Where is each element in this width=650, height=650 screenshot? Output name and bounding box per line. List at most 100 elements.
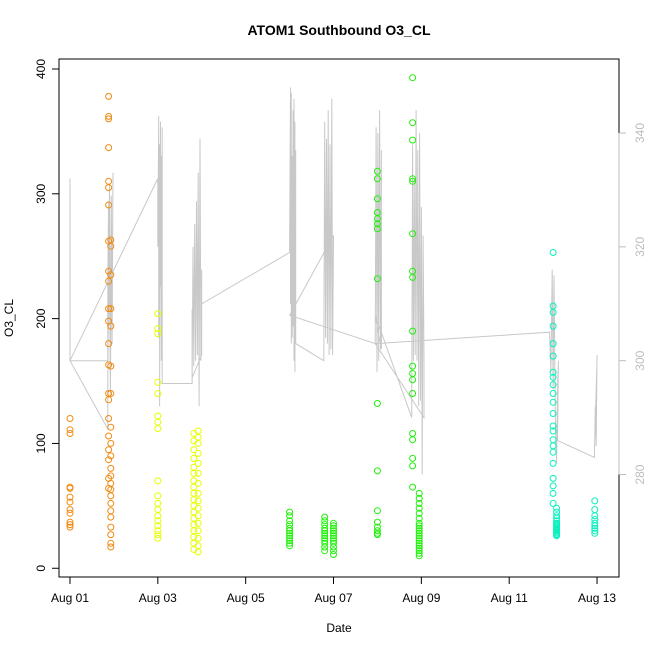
- data-point: [549, 302, 557, 310]
- data-point: [591, 506, 599, 514]
- x-tick-label: Aug 13: [578, 591, 616, 605]
- data-point: [373, 175, 381, 183]
- data-point: [373, 518, 381, 526]
- data-point: [194, 449, 202, 457]
- data-point: [154, 534, 162, 542]
- data-point: [415, 544, 423, 552]
- data-point: [373, 467, 381, 475]
- data-point: [373, 527, 381, 535]
- line-series: [69, 87, 598, 475]
- data-point: [107, 390, 115, 397]
- data-point: [409, 230, 417, 238]
- data-point: [107, 423, 115, 431]
- y-tick-label: 100: [34, 433, 48, 453]
- data-point: [415, 499, 423, 507]
- data-point: [373, 531, 381, 539]
- data-point: [105, 177, 113, 185]
- y-axis-label: O3_CL: [2, 299, 16, 337]
- data-point: [190, 446, 198, 454]
- y-tick-label: 300: [34, 183, 48, 203]
- data-point: [409, 390, 417, 397]
- data-point: [107, 464, 115, 472]
- data-point: [105, 267, 113, 275]
- data-point: [107, 362, 115, 370]
- data-point: [194, 433, 202, 441]
- data-point: [373, 167, 381, 175]
- data-point: [105, 432, 113, 440]
- data-point: [591, 512, 599, 520]
- data-point: [107, 531, 115, 539]
- data-point: [549, 381, 557, 389]
- data-point: [194, 519, 202, 527]
- data-point: [409, 362, 417, 370]
- data-point: [105, 115, 113, 123]
- data-point: [154, 522, 162, 530]
- data-point: [194, 527, 202, 535]
- data-point: [105, 456, 113, 464]
- data-point: [415, 494, 423, 502]
- data-point: [194, 497, 202, 505]
- data-point: [415, 522, 423, 530]
- data-point: [321, 547, 329, 555]
- x-axis-label: Date: [326, 621, 352, 635]
- y2-tick-label: 320: [633, 237, 647, 257]
- data-point: [549, 373, 557, 381]
- y2-tick-label: 340: [633, 123, 647, 143]
- data-point: [549, 489, 557, 497]
- data-point: [321, 534, 329, 542]
- x-tick-label: Aug 01: [51, 591, 89, 605]
- data-point: [286, 532, 294, 540]
- data-point: [154, 531, 162, 539]
- data-point: [321, 527, 329, 535]
- data-point: [286, 539, 294, 547]
- data-point: [321, 529, 329, 537]
- data-point: [105, 340, 113, 348]
- data-point: [415, 529, 423, 537]
- data-point: [107, 305, 115, 313]
- y2-tick-label: 300: [633, 350, 647, 370]
- x-tick-label: Aug 11: [491, 591, 528, 605]
- data-point: [330, 543, 337, 551]
- y-tick-label: 200: [34, 308, 48, 328]
- plot-frame: [58, 58, 620, 578]
- data-point: [190, 454, 198, 462]
- point-series-1: [154, 310, 202, 556]
- data-point: [66, 426, 74, 434]
- data-point: [330, 539, 337, 547]
- x-tick-label: Aug 09: [402, 591, 440, 605]
- data-point: [154, 390, 162, 397]
- data-point: [330, 547, 337, 555]
- data-point: [194, 439, 202, 447]
- data-point: [66, 509, 74, 517]
- data-point: [105, 112, 113, 120]
- data-point: [591, 497, 599, 505]
- data-point: [105, 446, 113, 454]
- data-point: [66, 430, 74, 437]
- data-point: [330, 529, 337, 537]
- data-point: [373, 400, 381, 407]
- data-point: [549, 368, 557, 376]
- data-point: [373, 225, 381, 233]
- data-point: [286, 524, 294, 532]
- data-point: [549, 436, 557, 444]
- data-point: [66, 523, 74, 531]
- data-point: [107, 499, 115, 507]
- data-point: [553, 532, 561, 540]
- data-point: [415, 524, 423, 532]
- data-point: [409, 177, 417, 185]
- data-point: [286, 527, 294, 535]
- data-point: [553, 504, 561, 512]
- data-point: [321, 517, 329, 525]
- data-point: [154, 425, 162, 432]
- data-point: [330, 519, 337, 527]
- data-point: [415, 509, 423, 517]
- data-point: [154, 412, 162, 420]
- data-point: [549, 499, 557, 507]
- x-tick-label: Aug 03: [139, 591, 177, 605]
- data-point: [321, 539, 329, 547]
- data-point: [549, 390, 557, 397]
- data-point: [107, 507, 115, 515]
- data-point: [409, 74, 417, 82]
- data-point: [105, 305, 113, 313]
- data-point: [373, 275, 381, 283]
